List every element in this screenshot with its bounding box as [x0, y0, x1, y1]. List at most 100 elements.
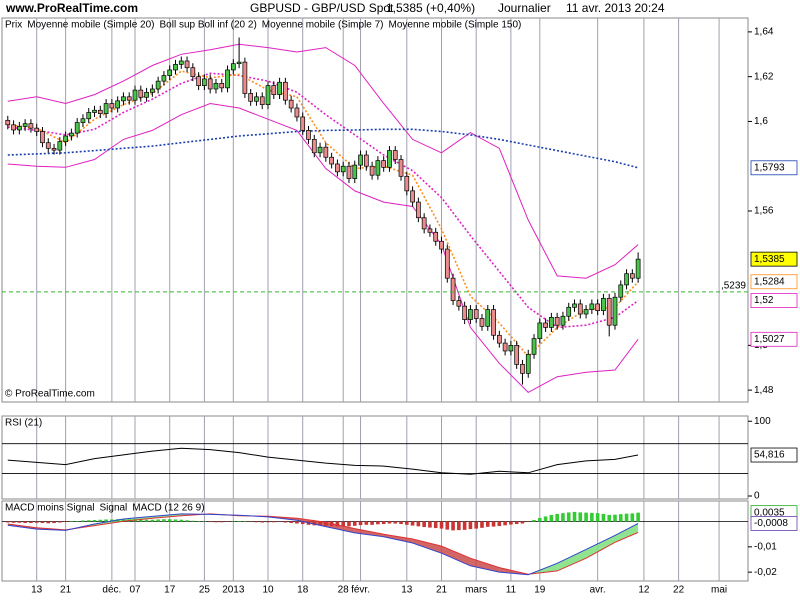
histogram-bar [566, 512, 571, 522]
histogram-bar [40, 521, 45, 524]
candle-body [236, 61, 242, 65]
histogram-bar [29, 521, 33, 524]
candle-body [283, 81, 288, 101]
legend-entry: Boll sup Boll inf (20 2) [160, 20, 257, 31]
candle-body [5, 119, 11, 126]
histogram-bar [335, 521, 340, 527]
candle-body [369, 165, 375, 176]
candle-body [462, 305, 467, 320]
histogram-bar [52, 521, 56, 524]
y-tick-label: 1,62 [754, 71, 774, 82]
histogram-bar [121, 519, 126, 522]
histogram-bar [520, 521, 525, 524]
histogram-bar [150, 519, 155, 522]
histogram-bar [231, 521, 236, 522]
histogram-bar [271, 521, 276, 523]
value-marker-label: 1,5027 [754, 334, 785, 345]
histogram-bar [173, 519, 178, 522]
histogram-bar [497, 521, 502, 527]
candle-body [514, 345, 520, 365]
candle-body [583, 309, 589, 315]
histogram-bar [185, 520, 189, 522]
line [7, 513, 639, 576]
line [7, 70, 639, 358]
macd-fill [586, 535, 615, 559]
candle-body [392, 150, 398, 160]
candle-body [375, 160, 381, 176]
histogram-bar [248, 521, 253, 523]
macd-fill [441, 546, 471, 566]
candle-body [202, 78, 207, 86]
candle-body [230, 63, 236, 71]
datetime: 11 avr. 2013 20:24 [566, 1, 665, 15]
histogram-bar [451, 521, 455, 531]
histogram-bar [138, 519, 143, 522]
macd-fill [412, 539, 442, 554]
candle-body [601, 297, 606, 311]
panel-frame [1, 415, 749, 500]
candle-body [537, 322, 543, 339]
candle-body [439, 240, 444, 250]
candle-body [300, 116, 306, 131]
panel-frame [1, 17, 749, 403]
histogram-bar [561, 513, 565, 522]
histogram-bar [503, 521, 507, 526]
histogram-bar [17, 521, 22, 523]
candle-body [288, 99, 294, 109]
histogram-bar [538, 517, 542, 522]
x-tick-label: 22 [673, 585, 685, 596]
candle-body [155, 80, 161, 90]
candle-body [606, 297, 612, 326]
candle-body [508, 345, 514, 352]
histogram-bar [607, 514, 612, 522]
candle-body [560, 315, 566, 326]
candle-body [323, 146, 329, 158]
x-tick-label: 17 [164, 585, 176, 596]
macd-fill [615, 523, 639, 543]
histogram-bar [422, 521, 426, 528]
candle-body [28, 123, 34, 129]
value-marker [750, 160, 798, 176]
candle-body [86, 112, 92, 120]
histogram-bar [341, 521, 345, 527]
y-tick-label: 1,6 [754, 116, 768, 127]
histogram-bar [196, 521, 201, 522]
candle-body [74, 122, 80, 134]
x-tick-label: 28 [338, 585, 350, 596]
histogram-bar [283, 521, 288, 523]
candle-body [57, 141, 63, 151]
value-marker [750, 447, 798, 463]
candle-body [132, 89, 138, 101]
value-marker-label: 1,5385 [754, 254, 785, 265]
legend-entry: RSI (21) [5, 418, 42, 429]
candle-body [543, 322, 548, 328]
candle-body [404, 175, 410, 192]
candle-body [485, 309, 491, 327]
histogram-bar [98, 519, 103, 522]
histogram-bar [352, 521, 357, 526]
candle-body [549, 317, 554, 328]
candle-body [34, 127, 40, 132]
x-tick-label: 19 [534, 585, 546, 596]
watermark: © ProRealTime.com [5, 389, 95, 400]
histogram-bar [104, 519, 108, 522]
candle-body [456, 300, 462, 307]
candle-body [624, 273, 629, 286]
period: Journalier [498, 1, 551, 15]
candle-body [629, 273, 635, 279]
histogram-bar [156, 519, 160, 522]
candle-body [213, 83, 219, 90]
line [7, 513, 639, 575]
histogram-bar [5, 521, 10, 523]
histogram-bar [439, 521, 444, 529]
candle-body [144, 91, 149, 98]
candle-body [69, 132, 74, 137]
candle-body [80, 118, 86, 123]
macd-fill [354, 528, 384, 537]
histogram-bar [491, 521, 496, 527]
candle-body [97, 109, 103, 114]
candle-body [612, 296, 618, 326]
candle-body [277, 81, 282, 95]
candle-body [11, 124, 16, 131]
histogram-bar [433, 521, 438, 529]
